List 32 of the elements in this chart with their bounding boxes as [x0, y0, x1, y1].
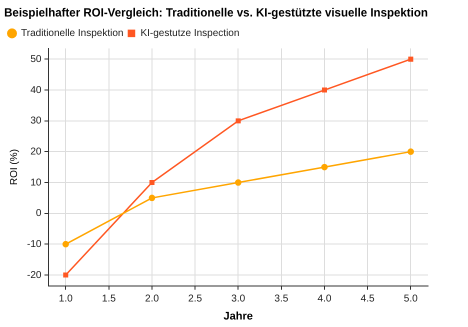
- point: [62, 240, 69, 248]
- point: [408, 56, 414, 62]
- point: [236, 118, 241, 124]
- y-tick-label: 50: [30, 54, 42, 65]
- y-axis-title: ROI (%): [8, 149, 20, 186]
- point: [63, 272, 68, 278]
- chart-title: Beispielhafter ROI-Vergleich: Traditionelle vs. KI-gestützte visuelle Inspektion: [4, 6, 428, 20]
- point: [148, 194, 156, 202]
- x-tick-label: 4.0: [318, 294, 332, 305]
- point: [408, 148, 414, 155]
- x-tick-label: 1.5: [102, 294, 116, 305]
- point: [322, 88, 328, 93]
- y-tick-label: 30: [30, 116, 42, 127]
- y-tick-label: 10: [30, 177, 42, 188]
- x-tick-label: 2.0: [145, 294, 160, 305]
- x-axis-title: Jahre: [224, 310, 253, 322]
- x-tick-label: 3.0: [231, 294, 246, 305]
- x-tick-label: 4.5: [360, 294, 376, 305]
- legend-label: Traditionelle Inspektion: [21, 28, 124, 40]
- x-tick-label: 5.0: [404, 294, 418, 305]
- y-tick-label: 40: [30, 84, 42, 96]
- x-tick-label: 1.0: [58, 294, 74, 305]
- y-tick-label: 0: [36, 208, 42, 220]
- point: [234, 179, 242, 186]
- point: [149, 180, 154, 186]
- y-tick-label: -10: [27, 238, 42, 250]
- y-tick-label: -20: [27, 270, 42, 281]
- x-tick-label: 2.5: [188, 294, 202, 305]
- x-tick-label: 3.5: [274, 294, 289, 305]
- legend-label: KI-gestutze Inspection: [140, 28, 240, 40]
- y-tick-label: 20: [30, 146, 42, 158]
- point: [321, 164, 328, 170]
